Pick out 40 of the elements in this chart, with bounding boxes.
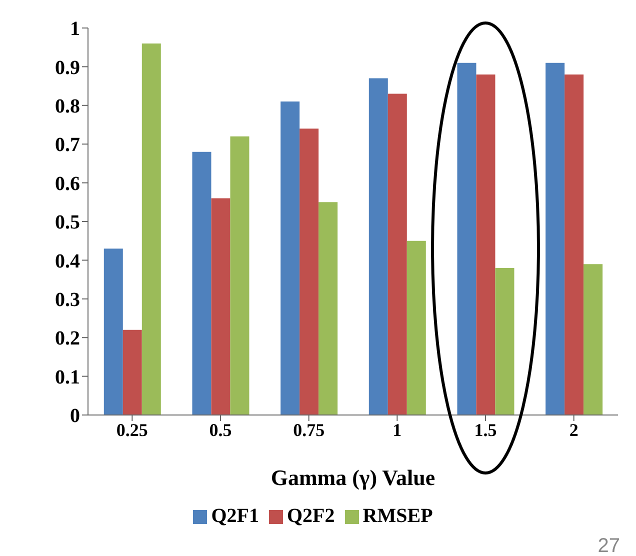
bar [584,264,603,415]
bar [104,248,123,415]
bar [388,94,407,415]
bar [318,202,338,415]
y-tick-label: 0.9 [55,56,80,79]
bar [476,74,496,415]
bar [230,136,250,415]
bar [280,102,300,415]
bar [192,152,212,415]
legend-label: RMSEP [362,505,433,527]
bar [495,268,514,415]
legend-label: Q2F2 [287,505,335,527]
x-axis-title: Gamma (γ) Value [270,465,436,490]
y-tick-label: 0.3 [55,289,80,311]
bar [457,62,476,415]
y-tick-label: 1 [70,18,80,40]
y-tick-label: 0 [70,405,80,428]
x-tick-label: 1 [392,420,402,440]
text: 27 [598,535,620,556]
legend-label: Q2F1 [211,505,259,527]
y-tick-label: 0.2 [55,328,80,350]
bar [300,128,319,415]
y-tick-label: 0.5 [55,212,80,234]
y-tick-label: 0.8 [55,96,80,118]
bar [564,74,584,415]
bar [406,240,426,415]
x-tick-label: 0.75 [293,420,325,440]
y-tick-label: 0.1 [55,366,80,388]
bar [142,43,161,415]
x-tick-label: 2 [569,420,578,440]
x-tick-label: 0.25 [116,420,148,440]
y-tick-label: 0.7 [55,134,80,156]
bar [122,330,142,415]
y-tick-label: 0.4 [55,250,80,272]
bar [546,62,565,415]
x-tick-label: 0.5 [209,420,232,440]
bar [211,198,230,415]
x-tick-label: 1.5 [474,420,497,440]
bar [368,78,388,415]
y-tick-label: 0.6 [55,172,80,195]
